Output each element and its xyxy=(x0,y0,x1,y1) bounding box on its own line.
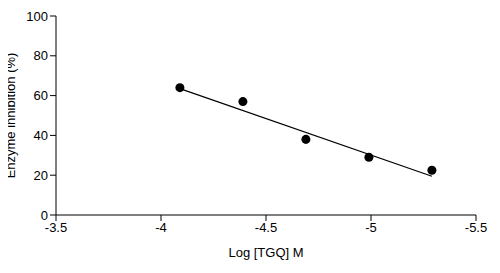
svg-text:20: 20 xyxy=(34,168,48,183)
svg-text:-5.5: -5.5 xyxy=(465,220,487,235)
svg-text:-3.5: -3.5 xyxy=(45,220,67,235)
svg-text:-5: -5 xyxy=(365,220,377,235)
svg-text:40: 40 xyxy=(34,128,48,143)
svg-text:60: 60 xyxy=(34,88,48,103)
svg-text:100: 100 xyxy=(26,9,48,24)
svg-text:0: 0 xyxy=(41,208,48,223)
svg-text:80: 80 xyxy=(34,48,48,63)
svg-text:Enzyme inhibition (%): Enzyme inhibition (%) xyxy=(8,53,18,179)
svg-text:-4: -4 xyxy=(155,220,167,235)
svg-text:-4.5: -4.5 xyxy=(255,220,277,235)
svg-text:Log [TGQ] M: Log [TGQ] M xyxy=(228,245,303,260)
